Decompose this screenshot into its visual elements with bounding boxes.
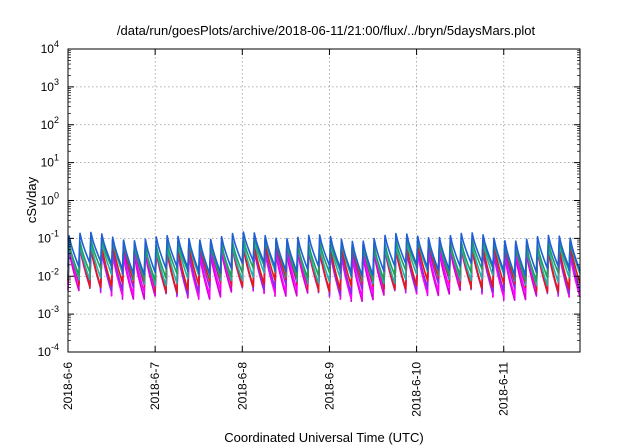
x-axis: 2018-6-6 2018-6-7 2018-6-8 2018-6-9 2018-6-1… [61,49,511,417]
series-line [67,231,581,277]
y-tick-label: 10-4 [38,342,59,359]
y-tick-label: 10-3 [38,304,59,321]
x-tick-label: 2018-6-11 [497,362,511,416]
series-layer [67,231,581,303]
grid [68,49,580,352]
x-tick-label: 2018-6-10 [410,362,424,417]
y-tick-label: 10-1 [38,228,59,245]
y-tick-label: 100 [41,191,59,208]
y-axis: 104 103 102 101 100 10-1 10-2 10-3 10-4 [38,39,580,359]
y-tick-label: 103 [41,77,59,94]
y-axis-label: cSv/day [24,176,39,223]
chart-title: /data/run/goesPlots/archive/2018-06-11/2… [117,23,536,38]
y-tick-label: 101 [41,153,59,170]
x-axis-label: Coordinated Universal Time (UTC) [224,430,423,445]
x-tick-label: 2018-6-7 [148,362,162,410]
y-tick-label: 104 [41,39,59,56]
y-tick-label: 10-2 [38,266,59,283]
x-tick-label: 2018-6-8 [235,362,249,410]
x-tick-label: 2018-6-9 [322,362,336,410]
x-tick-label: 2018-6-6 [61,362,75,410]
y-tick-label: 102 [41,115,59,132]
